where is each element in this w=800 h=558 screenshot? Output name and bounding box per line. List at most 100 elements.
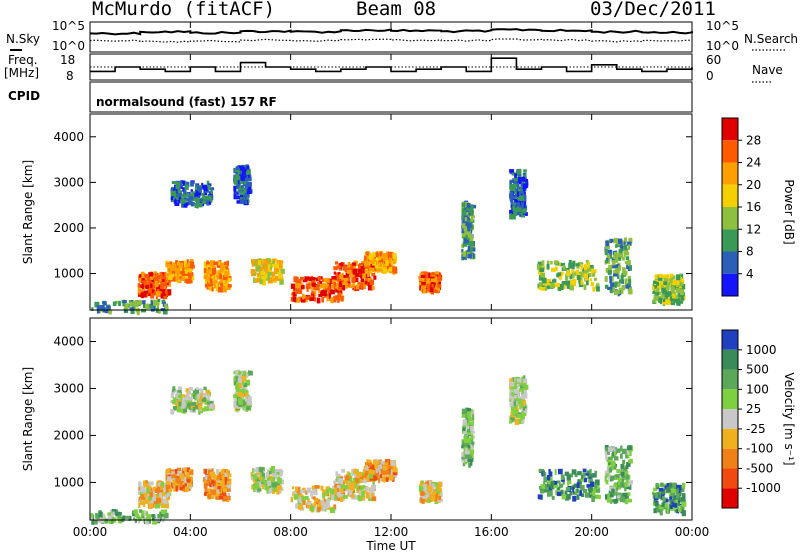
data-cell xyxy=(585,492,589,498)
data-cell xyxy=(426,278,431,284)
data-cell xyxy=(250,472,253,476)
data-cell xyxy=(566,475,571,481)
data-cell xyxy=(160,293,165,299)
data-cell xyxy=(177,406,182,411)
data-cell xyxy=(187,483,192,487)
data-cell xyxy=(614,456,619,461)
data-cell xyxy=(175,482,179,486)
data-cell xyxy=(333,480,337,484)
data-cell xyxy=(300,298,306,303)
data-cell xyxy=(622,467,627,472)
data-cell xyxy=(381,259,383,264)
x-tick-label: 16:00 xyxy=(474,525,509,539)
data-cell xyxy=(462,441,465,448)
data-cell xyxy=(655,289,660,296)
data-cell xyxy=(143,480,146,487)
data-cell xyxy=(462,463,466,467)
data-cell xyxy=(470,415,473,421)
data-cell xyxy=(245,184,249,190)
data-cell xyxy=(171,266,176,273)
data-cell xyxy=(134,518,137,524)
data-cell xyxy=(523,192,526,196)
data-cell xyxy=(469,412,472,418)
data-cell xyxy=(265,474,268,478)
data-cell xyxy=(681,295,685,301)
data-cell xyxy=(580,493,585,497)
data-cell xyxy=(151,287,154,291)
data-cell xyxy=(253,468,256,473)
data-cell xyxy=(350,484,355,491)
data-cell xyxy=(521,208,527,214)
data-cell xyxy=(465,438,469,444)
data-cell xyxy=(162,291,167,296)
data-cell xyxy=(220,493,223,498)
data-cell xyxy=(539,267,545,272)
data-cell xyxy=(438,279,441,285)
data-cell xyxy=(160,488,164,494)
data-cell xyxy=(361,285,364,290)
data-cell xyxy=(680,505,684,509)
nsearch-tick-top: 10^5 xyxy=(706,19,739,33)
data-cell xyxy=(311,282,316,287)
data-cell xyxy=(328,292,332,299)
data-cell xyxy=(182,199,187,204)
data-cell xyxy=(615,267,618,274)
data-cell xyxy=(206,180,210,186)
data-cell xyxy=(367,459,372,463)
data-cell xyxy=(517,392,520,397)
data-cell xyxy=(268,269,272,274)
data-cell xyxy=(331,276,334,280)
data-cell xyxy=(355,495,359,500)
data-cell xyxy=(562,481,565,485)
data-cell xyxy=(187,391,191,395)
data-cell xyxy=(467,253,473,259)
data-cell xyxy=(346,475,349,480)
data-cell xyxy=(566,269,570,275)
data-cell xyxy=(582,468,587,473)
data-cell xyxy=(252,468,255,473)
data-cell xyxy=(616,469,621,473)
data-cell xyxy=(358,496,362,502)
data-cell xyxy=(252,261,257,267)
data-cell xyxy=(280,268,285,274)
data-cell xyxy=(207,184,211,191)
data-cell xyxy=(550,261,553,265)
data-cell xyxy=(369,280,374,286)
data-cell xyxy=(163,272,167,278)
y-tick-label: 2000 xyxy=(53,221,84,235)
data-cell xyxy=(183,398,188,403)
data-cell xyxy=(608,460,613,465)
data-cell xyxy=(663,287,668,293)
data-cell xyxy=(225,495,231,501)
data-cell xyxy=(240,198,245,205)
data-cell xyxy=(563,265,566,270)
data-cell xyxy=(142,280,146,286)
data-cell xyxy=(516,209,520,216)
data-cell xyxy=(519,195,525,201)
data-cell xyxy=(274,267,280,273)
data-cell xyxy=(138,509,143,513)
data-cell xyxy=(215,286,220,292)
data-cell xyxy=(607,498,612,503)
data-cell xyxy=(367,285,373,291)
data-cell xyxy=(624,278,628,285)
data-cell xyxy=(542,277,547,284)
data-cell xyxy=(469,241,475,247)
data-cell xyxy=(556,491,562,497)
data-cell xyxy=(107,512,112,516)
velocity-colorbar-label: Velocity [m s⁻¹] xyxy=(782,372,796,465)
data-cell xyxy=(675,284,680,290)
data-cell xyxy=(517,382,520,387)
data-cell xyxy=(122,300,127,304)
data-cell xyxy=(172,483,176,487)
data-cell xyxy=(310,491,314,497)
data-cell xyxy=(604,249,608,256)
data-cell xyxy=(233,178,236,184)
data-cell xyxy=(618,265,622,271)
data-cell xyxy=(622,492,628,499)
data-cell xyxy=(320,485,324,491)
data-cell xyxy=(346,471,350,476)
data-cell xyxy=(207,401,210,405)
data-cell xyxy=(99,304,105,310)
data-cell xyxy=(670,505,673,509)
